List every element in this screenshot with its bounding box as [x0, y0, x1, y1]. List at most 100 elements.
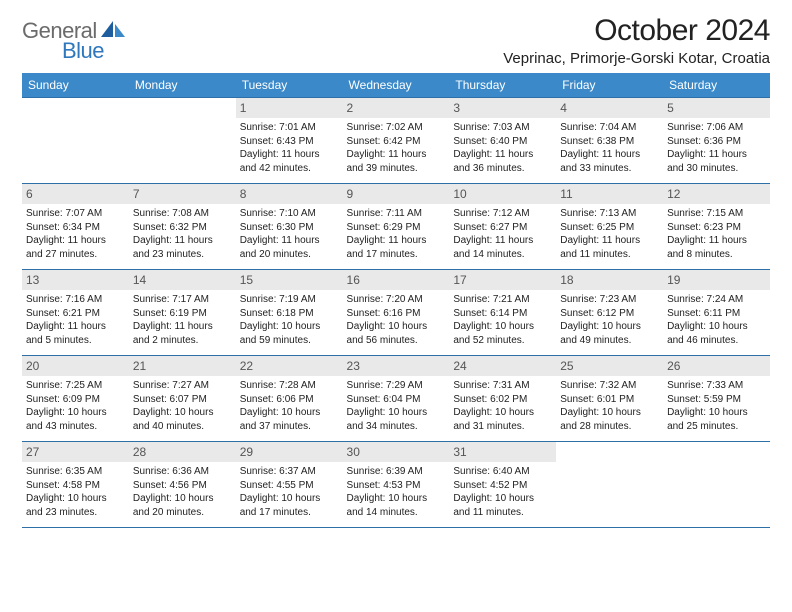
day-details: Sunrise: 6:36 AMSunset: 4:56 PMDaylight:…	[133, 465, 232, 519]
day-detail-line: Sunset: 4:56 PM	[133, 479, 232, 493]
calendar-day-cell: 21Sunrise: 7:27 AMSunset: 6:07 PMDayligh…	[129, 356, 236, 442]
day-detail-line: and 31 minutes.	[453, 420, 552, 434]
day-detail-line: Sunset: 6:43 PM	[240, 135, 339, 149]
calendar-day-cell: 16Sunrise: 7:20 AMSunset: 6:16 PMDayligh…	[343, 270, 450, 356]
day-detail-line: Daylight: 11 hours	[560, 148, 659, 162]
day-detail-line: and 40 minutes.	[133, 420, 232, 434]
day-detail-line: Sunrise: 7:02 AM	[347, 121, 446, 135]
day-detail-line: and 2 minutes.	[133, 334, 232, 348]
day-number: 7	[129, 184, 236, 204]
calendar-day-cell: 19 Sunrise: 7:24 AMSunset: 6:11 PMDayligh…	[663, 270, 770, 356]
day-detail-line: Sunrise: 7:31 AM	[453, 379, 552, 393]
weekday-header: Friday	[556, 73, 663, 98]
day-detail-line: Sunrise: 6:36 AM	[133, 465, 232, 479]
day-detail-line: Sunset: 6:21 PM	[26, 307, 125, 321]
day-detail-line: and 42 minutes.	[240, 162, 339, 176]
calendar-day-cell: 2Sunrise: 7:02 AMSunset: 6:42 PMDaylight…	[343, 98, 450, 184]
day-detail-line: Sunset: 6:04 PM	[347, 393, 446, 407]
day-detail-line: Sunrise: 7:24 AM	[667, 293, 766, 307]
day-detail-line: Sunrise: 7:12 AM	[453, 207, 552, 221]
day-number: 20	[22, 356, 129, 376]
calendar-day-cell: 22Sunrise: 7:28 AMSunset: 6:06 PMDayligh…	[236, 356, 343, 442]
calendar-day-cell: 11Sunrise: 7:13 AMSunset: 6:25 PMDayligh…	[556, 184, 663, 270]
day-detail-line: Sunset: 6:29 PM	[347, 221, 446, 235]
day-detail-line: Sunset: 6:06 PM	[240, 393, 339, 407]
calendar-day-cell: 29Sunrise: 6:37 AMSunset: 4:55 PMDayligh…	[236, 442, 343, 528]
calendar-day-cell: 6Sunrise: 7:07 AMSunset: 6:34 PMDaylight…	[22, 184, 129, 270]
day-detail-line: Sunset: 6:34 PM	[26, 221, 125, 235]
calendar-week-row: 20Sunrise: 7:25 AMSunset: 6:09 PMDayligh…	[22, 356, 770, 442]
day-details: Sunrise: 7:12 AMSunset: 6:27 PMDaylight:…	[453, 207, 552, 261]
day-number: 13	[22, 270, 129, 290]
day-detail-line: Daylight: 11 hours	[347, 234, 446, 248]
day-detail-line: Sunset: 6:38 PM	[560, 135, 659, 149]
day-details: Sunrise: 7:03 AMSunset: 6:40 PMDaylight:…	[453, 121, 552, 175]
day-detail-line: Daylight: 11 hours	[26, 320, 125, 334]
day-detail-line: Sunrise: 7:25 AM	[26, 379, 125, 393]
day-detail-line: Daylight: 11 hours	[133, 234, 232, 248]
day-detail-line: Daylight: 11 hours	[453, 234, 552, 248]
day-detail-line: Daylight: 10 hours	[347, 492, 446, 506]
calendar-day-cell: 8Sunrise: 7:10 AMSunset: 6:30 PMDaylight…	[236, 184, 343, 270]
day-number: 25	[556, 356, 663, 376]
day-details: Sunrise: 6:37 AMSunset: 4:55 PMDaylight:…	[240, 465, 339, 519]
day-detail-line: and 23 minutes.	[26, 506, 125, 520]
day-number: 11	[556, 184, 663, 204]
calendar-day-cell: 28 Sunrise: 6:36 AMSunset: 4:56 PMDayligh…	[129, 442, 236, 528]
day-detail-line: Sunrise: 7:27 AM	[133, 379, 232, 393]
day-details: Sunrise: 7:20 AMSunset: 6:16 PMDaylight:…	[347, 293, 446, 347]
day-detail-line: Sunrise: 7:13 AM	[560, 207, 659, 221]
calendar-day-cell: 14Sunrise: 7:17 AMSunset: 6:19 PMDayligh…	[129, 270, 236, 356]
day-detail-line: and 49 minutes.	[560, 334, 659, 348]
calendar-day-cell: 5Sunrise: 7:06 AMSunset: 6:36 PMDaylight…	[663, 98, 770, 184]
calendar-day-cell: 23Sunrise: 7:29 AMSunset: 6:04 PMDayligh…	[343, 356, 450, 442]
calendar-week-row: 13Sunrise: 7:16 AMSunset: 6:21 PMDayligh…	[22, 270, 770, 356]
day-details: Sunrise: 7:31 AMSunset: 6:02 PMDaylight:…	[453, 379, 552, 433]
day-detail-line: and 28 minutes.	[560, 420, 659, 434]
day-details: Sunrise: 7:23 AMSunset: 6:12 PMDaylight:…	[560, 293, 659, 347]
calendar-day-cell: 10 Sunrise: 7:12 AMSunset: 6:27 PMDayligh…	[449, 184, 556, 270]
day-number: 1	[236, 98, 343, 118]
day-detail-line: Sunset: 4:52 PM	[453, 479, 552, 493]
day-detail-line: Daylight: 10 hours	[240, 320, 339, 334]
calendar-day-cell: 18 Sunrise: 7:23 AMSunset: 6:12 PMDayligh…	[556, 270, 663, 356]
day-details: Sunrise: 7:10 AMSunset: 6:30 PMDaylight:…	[240, 207, 339, 261]
day-details: Sunrise: 6:39 AMSunset: 4:53 PMDaylight:…	[347, 465, 446, 519]
weekday-header: Wednesday	[343, 73, 450, 98]
day-number: 19	[663, 270, 770, 290]
day-detail-line: Daylight: 10 hours	[453, 492, 552, 506]
day-number: 18	[556, 270, 663, 290]
day-detail-line: Sunset: 6:18 PM	[240, 307, 339, 321]
calendar-day-cell: 3 Sunrise: 7:03 AMSunset: 6:40 PMDaylight…	[449, 98, 556, 184]
day-detail-line: Sunset: 6:36 PM	[667, 135, 766, 149]
day-details: Sunrise: 7:32 AMSunset: 6:01 PMDaylight:…	[560, 379, 659, 433]
day-detail-line: Sunset: 6:27 PM	[453, 221, 552, 235]
day-detail-line: Sunrise: 7:33 AM	[667, 379, 766, 393]
day-detail-line: Sunrise: 7:32 AM	[560, 379, 659, 393]
calendar-day-cell: 4Sunrise: 7:04 AMSunset: 6:38 PMDaylight…	[556, 98, 663, 184]
day-detail-line: Sunrise: 7:21 AM	[453, 293, 552, 307]
day-detail-line: and 17 minutes.	[347, 248, 446, 262]
weekday-header: Saturday	[663, 73, 770, 98]
day-detail-line: Sunrise: 7:04 AM	[560, 121, 659, 135]
day-number: 3	[449, 98, 556, 118]
day-detail-line: Daylight: 10 hours	[453, 406, 552, 420]
calendar-day-cell: 24Sunrise: 7:31 AMSunset: 6:02 PMDayligh…	[449, 356, 556, 442]
day-detail-line: Sunrise: 7:17 AM	[133, 293, 232, 307]
day-number: 10	[449, 184, 556, 204]
day-detail-line: Sunset: 4:58 PM	[26, 479, 125, 493]
day-details: Sunrise: 7:33 AMSunset: 5:59 PMDaylight:…	[667, 379, 766, 433]
day-detail-line: Sunset: 6:14 PM	[453, 307, 552, 321]
day-detail-line: and 25 minutes.	[667, 420, 766, 434]
day-details: Sunrise: 7:24 AMSunset: 6:11 PMDaylight:…	[667, 293, 766, 347]
day-number: 28	[129, 442, 236, 462]
brand-word-2: Blue	[62, 38, 104, 64]
day-details: Sunrise: 7:21 AMSunset: 6:14 PMDaylight:…	[453, 293, 552, 347]
day-details: Sunrise: 7:04 AMSunset: 6:38 PMDaylight:…	[560, 121, 659, 175]
day-details: Sunrise: 7:15 AMSunset: 6:23 PMDaylight:…	[667, 207, 766, 261]
day-details: Sunrise: 7:17 AMSunset: 6:19 PMDaylight:…	[133, 293, 232, 347]
day-detail-line: and 14 minutes.	[453, 248, 552, 262]
day-detail-line: and 20 minutes.	[133, 506, 232, 520]
day-detail-line: Sunset: 6:30 PM	[240, 221, 339, 235]
calendar-day-cell: 26Sunrise: 7:33 AMSunset: 5:59 PMDayligh…	[663, 356, 770, 442]
